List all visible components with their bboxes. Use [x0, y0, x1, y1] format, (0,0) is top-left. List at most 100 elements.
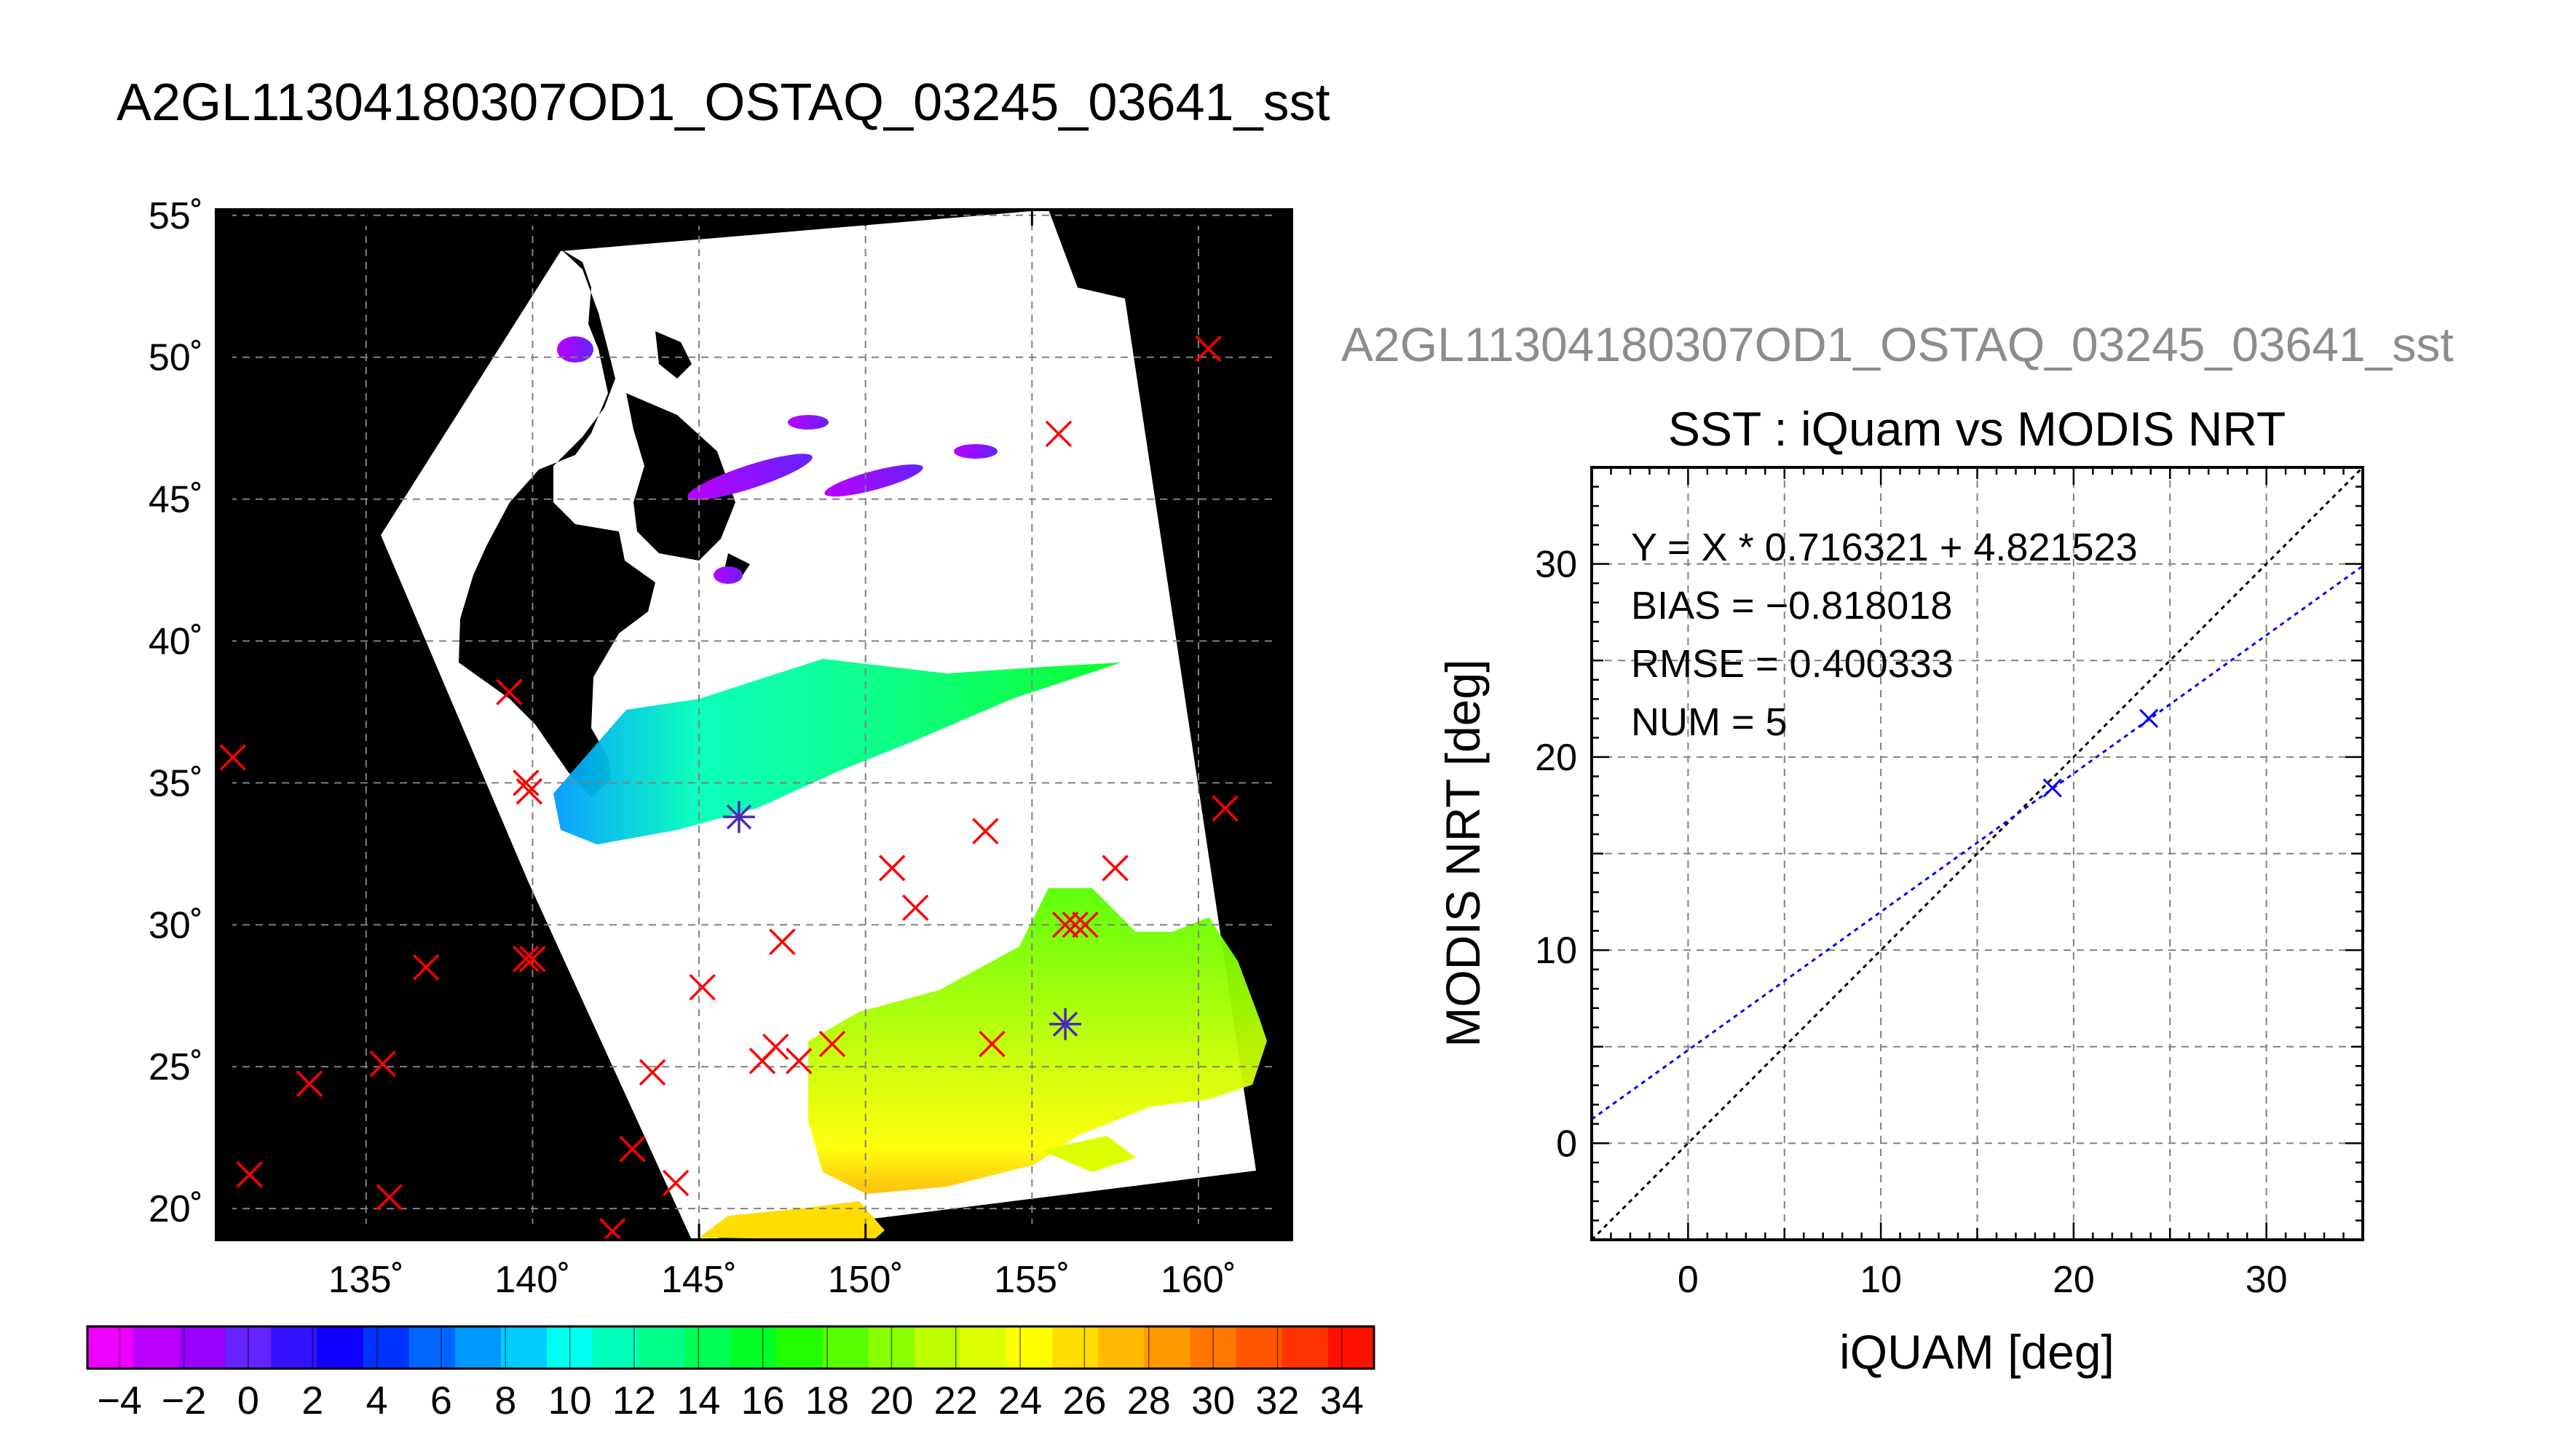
iquam-marker-stroke-b [1045, 420, 1073, 448]
map-lon-tick-labels: 135˚ 140˚ 145˚ 150˚ 155˚ 160˚ [328, 1259, 1236, 1301]
iquam-marker-stroke-b [236, 1161, 263, 1188]
iquam-marker-stroke-b [519, 945, 546, 973]
iquam-marker [1062, 911, 1089, 938]
colorbar-tick-label: 12 [612, 1379, 656, 1423]
identity-line [1592, 467, 2363, 1240]
iquam-marker-stroke-b [619, 1136, 646, 1163]
scatter-plot: SST : iQuam vs MODIS NRT 0 10 20 30 0 10 20 30… [1436, 402, 2364, 1379]
matchup-marker-d2 [1052, 1011, 1078, 1037]
map-frame [215, 208, 1293, 1241]
iquam-marker-stroke-b [662, 1169, 690, 1197]
colorbar-frame [86, 1325, 1375, 1370]
map-lon-tick-label: 145˚ [661, 1259, 737, 1301]
scatter-title: SST : iQuam vs MODIS NRT [1668, 402, 2286, 456]
iquam-marker-stroke-b [1051, 911, 1079, 938]
colorbar-tick-label: 16 [741, 1379, 785, 1423]
iquam-marker [689, 973, 716, 1001]
iquam-marker-stroke-b [769, 928, 796, 955]
scatter-point [2042, 778, 2062, 798]
iquam-marker [1212, 795, 1239, 822]
iquam-marker [236, 1161, 263, 1188]
iquam-marker [1102, 855, 1129, 882]
colorbar-cell [1236, 1326, 1283, 1369]
iquam-marker-stroke-b [979, 1030, 1006, 1058]
colorbar-cell [684, 1326, 732, 1369]
iquam-marker [513, 945, 540, 973]
iquam-marker [513, 769, 540, 796]
iquam-marker [762, 1033, 789, 1061]
colorbar-tick-label: 4 [366, 1379, 388, 1423]
map-lat-tick-label: 40˚ [149, 621, 203, 663]
colorbar-cell [960, 1326, 1007, 1369]
iquam-marker [1072, 911, 1099, 938]
iquam-marker-stroke-b [1212, 795, 1239, 822]
iquam-marker-stroke-b [902, 894, 929, 922]
colorbar-tick-labels: −4 −2 0 2 4 6 8 10 12 14 16 18 20 22 24 26 28 30 32 34 [97, 1379, 1363, 1423]
map-lon-tick-label: 155˚ [994, 1259, 1070, 1301]
colorbar-tick-label: 14 [676, 1379, 720, 1423]
colorbar-tick-label: 18 [805, 1379, 849, 1423]
map-lat-tick-label: 25˚ [149, 1046, 203, 1088]
colorbar-tick-label: −4 [97, 1379, 142, 1423]
colorbar-cell [408, 1326, 456, 1369]
iquam-marker-stroke-b [412, 954, 440, 981]
colorbar-cell [1052, 1326, 1099, 1369]
iquam-marker-stroke-b [879, 855, 906, 882]
map-lat-tick-label: 50˚ [149, 337, 203, 379]
colorbar-cell [776, 1326, 824, 1369]
iquam-marker-stroke-b [762, 1033, 789, 1061]
num-stat: NUM = 5 [1631, 700, 1788, 744]
scatter-y-axis-label: MODIS NRT [deg] [1436, 659, 1490, 1047]
regression-equation: Y = X * 0.716321 + 4.821523 [1631, 526, 2138, 569]
iquam-marker-stroke-b [376, 1184, 403, 1211]
colorbar-cell [87, 1326, 134, 1369]
colorbar-cell [500, 1326, 548, 1369]
iquam-marker-stroke-b [689, 973, 716, 1001]
colorbar-tick-label: 10 [548, 1379, 592, 1423]
iquam-marker-stroke-b [1102, 855, 1129, 882]
iquam-marker [496, 678, 523, 705]
colorbar-tick-label: 34 [1320, 1379, 1364, 1423]
sst-map: 135˚ 140˚ 145˚ 150˚ 155˚ 160˚ 20˚ 25˚ 30˚ 35˚ 40˚… [149, 195, 1293, 1301]
map-lon-tick-label: 135˚ [328, 1259, 404, 1301]
iquam-marker [1195, 335, 1222, 363]
iquam-marker-stroke-b [513, 945, 540, 973]
colorbar-tick-label: 20 [869, 1379, 913, 1423]
iquam-marker [979, 1030, 1006, 1058]
bias-stat: BIAS = −0.818018 [1631, 584, 1952, 628]
map-lat-tick-label: 20˚ [149, 1188, 203, 1230]
colorbar-tick-label: 26 [1062, 1379, 1106, 1423]
iquam-marker [902, 894, 929, 922]
colorbar-cell [1006, 1326, 1053, 1369]
iquam-marker-stroke-b [785, 1048, 813, 1075]
map-lon-tick-label: 160˚ [1161, 1259, 1236, 1301]
colorbar-tick-label: 2 [301, 1379, 323, 1423]
scatter-x-tick-label: 0 [1678, 1259, 1699, 1301]
scatter-point [2139, 708, 2159, 728]
iquam-marker [516, 778, 543, 805]
iquam-marker-stroke-b [219, 744, 247, 771]
iquam-marker [1051, 911, 1079, 938]
colorbar-cell [1282, 1326, 1329, 1369]
iquam-marker-stroke-b [496, 678, 523, 705]
scatter-y-tick-label: 0 [1556, 1123, 1577, 1165]
scatter-tick-marks [1590, 466, 2364, 1241]
map-tick-marks [216, 210, 1292, 1240]
regression-line [1592, 565, 2363, 1120]
iquam-marker [639, 1059, 666, 1086]
iquam-marker [619, 1136, 646, 1163]
scatter-y-tick-labels: 0 10 20 30 [1535, 544, 1577, 1166]
scatter-x-tick-label: 10 [1860, 1259, 1902, 1301]
iquam-marker [972, 818, 999, 844]
figure-title: A2GL11304180307OD1_OSTAQ_03245_03641_sst [117, 74, 1330, 132]
map-lat-tick-labels: 20˚ 25˚ 30˚ 35˚ 40˚ 45˚ 50˚ 55˚ [149, 195, 203, 1230]
iquam-marker [818, 1030, 846, 1058]
iquam-buoy-markers [219, 335, 1239, 1240]
iquam-marker-stroke-b [818, 1030, 846, 1058]
iquam-marker-stroke-b [1072, 911, 1099, 938]
iquam-marker-stroke-b [1195, 335, 1222, 363]
matchup-marker [722, 801, 755, 834]
colorbar-tick-label: 22 [934, 1379, 978, 1423]
scatter-points [2042, 708, 2159, 798]
